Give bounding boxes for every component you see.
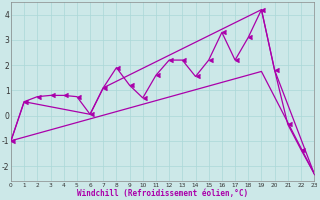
X-axis label: Windchill (Refroidissement éolien,°C): Windchill (Refroidissement éolien,°C)	[77, 189, 248, 198]
